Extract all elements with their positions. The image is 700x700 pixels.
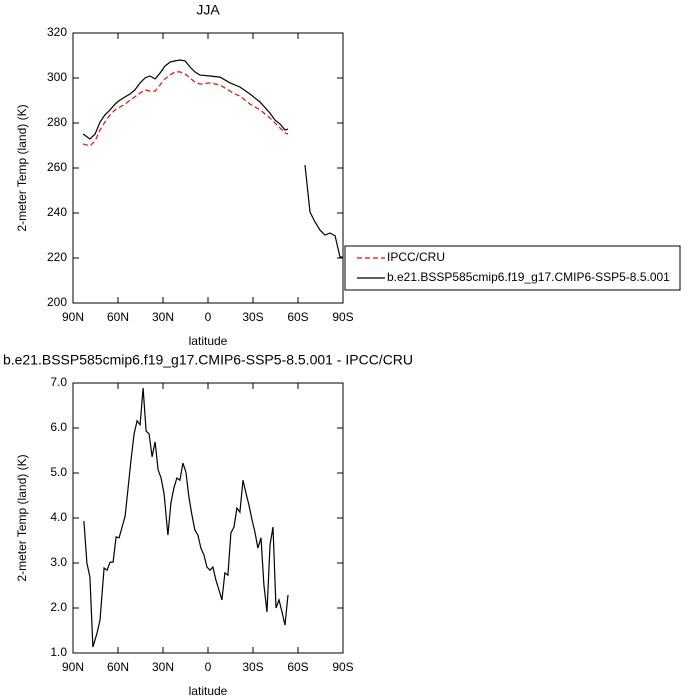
x-tick-label: 90S [332,310,353,324]
x-tick-label: 90N [62,310,84,324]
y-tick-label: 7.0 [50,375,67,389]
legend-label: b.e21.BSSP585cmip6.f19_g17.CMIP6-SSP5-8.… [387,270,670,284]
y-tick-label: 4.0 [50,510,67,524]
plot-frame [72,382,344,654]
x-tick-label: 90N [62,660,84,674]
x-tick-label: 30S [242,310,263,324]
y-tick-label: 240 [47,205,67,219]
title: b.e21.BSSP585cmip6.f19_g17.CMIP6-SSP5-8.… [3,352,413,368]
legend-box [344,245,681,291]
x-tick-label: 90S [332,660,353,674]
x-tick-label: 30S [242,660,263,674]
y-tick-label: 6.0 [50,420,67,434]
y-tick-label: 200 [47,295,67,309]
data-line [82,71,289,147]
x-axis-label: latitude [189,684,228,698]
y-tick-label: 280 [47,115,67,129]
y-tick-label: 3.0 [50,555,67,569]
x-axis-label: latitude [189,334,228,348]
x-tick-label: 60N [107,310,129,324]
y-axis-label: 2-meter Temp (land) (K) [15,104,29,231]
data-line [82,59,343,258]
x-tick-label: 30N [152,660,174,674]
y-tick-label: 1.0 [50,645,67,659]
x-tick-label: 60S [287,660,308,674]
x-tick-label: 60S [287,310,308,324]
legend-label: IPCC/CRU [387,250,445,264]
y-tick-label: 220 [47,250,67,264]
x-tick-label: 30N [152,310,174,324]
x-tick-label: 0 [205,660,212,674]
x-tick-label: 60N [107,660,129,674]
title: JJA [196,2,220,18]
x-tick-label: 0 [205,310,212,324]
y-tick-label: 260 [47,160,67,174]
y-tick-label: 300 [47,70,67,84]
data-line [83,387,289,648]
y-tick-label: 320 [47,25,67,39]
y-tick-label: 5.0 [50,465,67,479]
y-axis-label: 2-meter Temp (land) (K) [15,454,29,581]
y-tick-label: 2.0 [50,600,67,614]
plot-frame [72,32,344,304]
